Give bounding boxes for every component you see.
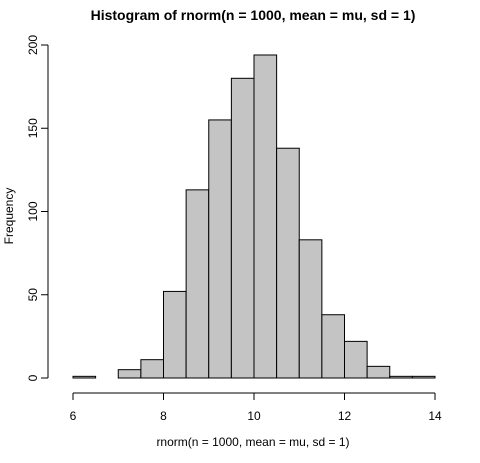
histogram-bar (140, 359, 164, 379)
histogram-bar (72, 375, 97, 379)
x-tick-label: 6 (70, 409, 77, 423)
y-axis: 0 50 100 150 200 (26, 35, 49, 381)
histogram-bar (276, 147, 300, 379)
histogram-bar (344, 340, 368, 379)
histogram-bar (253, 54, 278, 379)
x-tick-label: 12 (338, 409, 352, 423)
histogram-bar (163, 290, 187, 379)
x-tick-label: 10 (247, 409, 261, 423)
histogram-bar (366, 365, 391, 379)
chart-title: Histogram of rnorm(n = 1000, mean = mu, … (91, 7, 416, 23)
x-tick-label: 8 (160, 409, 167, 423)
y-tick-label: 150 (26, 118, 40, 138)
histogram-bar (321, 314, 345, 379)
x-axis-label: rnorm(n = 1000, mean = mu, sd = 1) (156, 435, 349, 449)
y-tick-label: 50 (26, 288, 40, 302)
histogram-bar (298, 239, 323, 379)
y-tick-label: 200 (26, 35, 40, 55)
bars-group (72, 54, 436, 379)
x-axis: 6 8 10 12 14 (70, 392, 442, 423)
histogram-bar (389, 375, 413, 379)
histogram-bar (117, 369, 142, 379)
y-tick-label: 100 (26, 201, 40, 221)
histogram-bar (208, 119, 232, 379)
y-tick-label: 0 (26, 374, 40, 381)
y-axis-label: Frequency (2, 188, 16, 245)
histogram-bar (230, 77, 255, 379)
x-tick-label: 14 (428, 409, 442, 423)
histogram-bar (411, 375, 436, 379)
histogram-bar (185, 189, 210, 379)
